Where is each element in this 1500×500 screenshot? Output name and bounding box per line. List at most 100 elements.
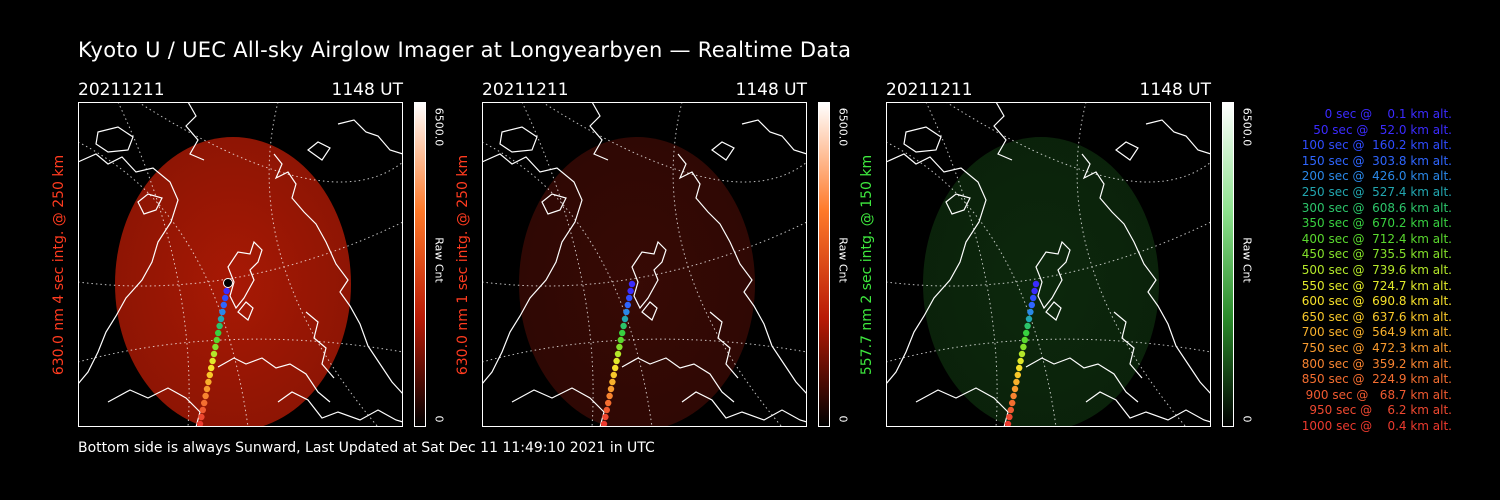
trajectory-point bbox=[199, 406, 206, 414]
coastline bbox=[78, 153, 179, 385]
coastline bbox=[711, 141, 735, 161]
trajectory-point bbox=[216, 322, 223, 330]
legend-row: 450 sec @ 735.5 km alt. bbox=[1297, 247, 1452, 262]
legend-row: 650 sec @ 637.6 km alt. bbox=[1297, 309, 1452, 324]
coastline bbox=[681, 391, 807, 423]
latlon-grid-line bbox=[886, 141, 1057, 427]
colorbar-unit: Raw Cnt bbox=[432, 230, 446, 290]
colorbar-unit-label: Raw Cnt bbox=[836, 237, 850, 283]
trajectory-point bbox=[1024, 322, 1031, 330]
trajectory-point bbox=[1025, 315, 1033, 323]
trajectory-point bbox=[196, 420, 204, 427]
legend-row: 1000 sec @ 0.4 km alt. bbox=[1301, 418, 1452, 433]
trajectory-point bbox=[219, 308, 226, 316]
allsky-image[interactable] bbox=[78, 102, 403, 427]
trajectory-point bbox=[628, 280, 636, 288]
legend-row: 350 sec @ 670.2 km alt. bbox=[1297, 216, 1452, 231]
colorbar-max: 6500.0 bbox=[432, 102, 446, 152]
colorbar-min: 0 bbox=[1240, 410, 1254, 428]
footer-note: Bottom side is always Sunward, Last Upda… bbox=[78, 440, 655, 456]
trajectory-point bbox=[613, 357, 620, 365]
trajectory-point bbox=[626, 294, 633, 302]
panel-ylabel-text: 630.0 nm 1 sec intg. @ 250 km bbox=[455, 154, 471, 375]
panel-date: 20211211 bbox=[78, 80, 165, 100]
trajectory-point bbox=[1011, 385, 1019, 393]
trajectory-point bbox=[202, 392, 209, 400]
trajectory-point bbox=[1031, 287, 1038, 295]
coastline bbox=[482, 153, 583, 385]
coastline bbox=[217, 357, 331, 403]
coastline bbox=[1145, 119, 1211, 155]
allsky-image[interactable] bbox=[482, 102, 807, 427]
coastline bbox=[1115, 141, 1139, 161]
trajectory-point bbox=[206, 371, 213, 379]
latlon-grid-line bbox=[886, 338, 1211, 363]
trajectory-point bbox=[1020, 343, 1027, 351]
trajectory-point bbox=[222, 294, 229, 302]
colorbar bbox=[1222, 102, 1234, 427]
colorbar-unit-label: Raw Cnt bbox=[432, 237, 446, 283]
coastline bbox=[541, 193, 567, 215]
coastline bbox=[621, 357, 735, 403]
trajectory-point bbox=[1032, 280, 1040, 288]
colorbar-min: 0 bbox=[432, 410, 446, 428]
coastline bbox=[886, 153, 987, 385]
allsky-image[interactable] bbox=[886, 102, 1211, 427]
trajectory-point bbox=[1016, 364, 1023, 372]
legend-row: 0 sec @ 0.1 km alt. bbox=[1313, 107, 1452, 121]
trajectory-point bbox=[602, 413, 609, 421]
image-panel-3: 20211211 1148 UT 557.7 nm 2 sec intg. @ … bbox=[859, 80, 1266, 430]
colorbar-min-label: 0 bbox=[836, 415, 850, 423]
trajectory-point bbox=[605, 399, 612, 407]
trajectory-point bbox=[616, 343, 623, 351]
colorbar-min-label: 0 bbox=[432, 415, 446, 423]
colorbar-max-label: 6500.0 bbox=[836, 107, 850, 147]
trajectory-point bbox=[1021, 336, 1028, 344]
legend-row: 750 sec @ 472.3 km alt. bbox=[1297, 340, 1452, 355]
image-panel-1: 20211211 1148 UT 630.0 nm 4 sec intg. @ … bbox=[51, 80, 458, 430]
legend-row: 200 sec @ 426.0 km alt. bbox=[1297, 169, 1452, 184]
latlon-grid-line bbox=[672, 102, 783, 427]
allsky-image-svg bbox=[886, 102, 1211, 427]
coastline bbox=[993, 102, 1013, 161]
panel-ylabel-text: 630.0 nm 4 sec intg. @ 250 km bbox=[51, 154, 67, 375]
trajectory-point bbox=[617, 336, 624, 344]
coastline bbox=[307, 141, 331, 161]
trajectory-point bbox=[627, 287, 634, 295]
trajectory-point bbox=[1007, 406, 1014, 414]
coastline bbox=[709, 311, 739, 379]
panel-ylabel: 557.7 nm 2 sec intg. @ 150 km bbox=[852, 102, 882, 427]
coastline bbox=[499, 126, 538, 153]
trajectory-point bbox=[205, 378, 212, 386]
latlon-grid-line bbox=[482, 338, 807, 363]
colorbar-unit-label: Raw Cnt bbox=[1240, 237, 1254, 283]
legend-row: 300 sec @ 608.6 km alt. bbox=[1297, 200, 1452, 215]
trajectory-point bbox=[1023, 329, 1030, 337]
coastline bbox=[337, 119, 403, 155]
coastline bbox=[511, 387, 605, 427]
emission-disc bbox=[923, 137, 1159, 427]
trajectory-point bbox=[1006, 413, 1013, 421]
coastline bbox=[631, 240, 667, 310]
trajectory-point bbox=[624, 301, 631, 309]
launch-site-marker bbox=[223, 278, 233, 288]
coastline bbox=[273, 153, 403, 395]
panel-ylabel-text: 557.7 nm 2 sec intg. @ 150 km bbox=[859, 154, 875, 375]
coastline bbox=[1025, 357, 1139, 403]
trajectory-point bbox=[203, 385, 211, 393]
colorbar-unit: Raw Cnt bbox=[836, 230, 850, 290]
coastline bbox=[677, 153, 807, 395]
legend-row: 400 sec @ 712.4 km alt. bbox=[1297, 231, 1452, 246]
coastline bbox=[1113, 311, 1143, 379]
trajectory-point bbox=[223, 287, 230, 295]
latlon-grid-line bbox=[925, 102, 998, 427]
trajectory-point bbox=[1010, 392, 1017, 400]
coastline bbox=[185, 102, 205, 161]
trajectory-point bbox=[614, 350, 622, 358]
legend-row: 700 sec @ 564.9 km alt. bbox=[1297, 325, 1452, 340]
legend-row: 250 sec @ 527.4 km alt. bbox=[1297, 184, 1452, 199]
trajectory-point bbox=[210, 350, 218, 358]
legend-row: 150 sec @ 303.8 km alt. bbox=[1297, 153, 1452, 168]
coastline bbox=[95, 126, 134, 153]
colorbar-max: 6500.0 bbox=[836, 102, 850, 152]
